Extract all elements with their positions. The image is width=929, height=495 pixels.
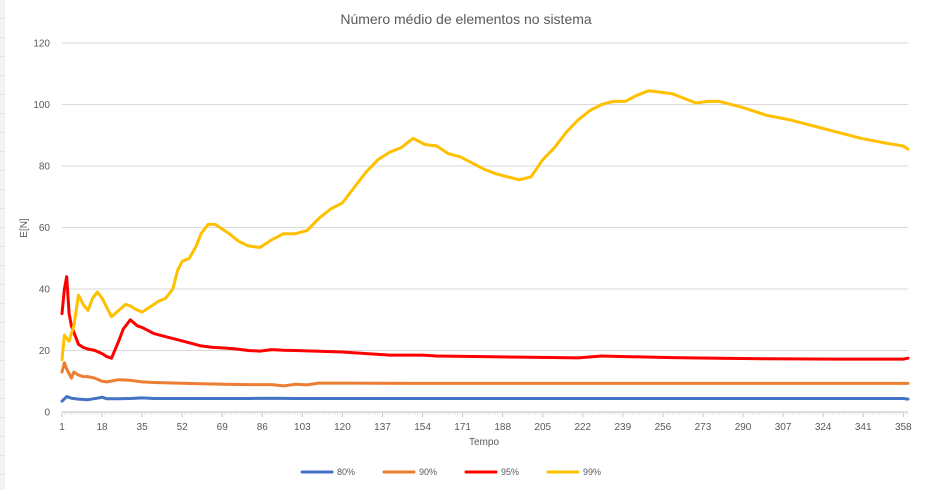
x-tick-label: 154	[414, 422, 431, 433]
x-tick-label: 69	[217, 422, 229, 433]
gridlines	[62, 42, 908, 351]
series-line-90pct	[60, 361, 910, 388]
x-axis-label: Tempo	[469, 437, 499, 448]
x-tick-label: 35	[137, 422, 149, 433]
y-tick-label: 100	[33, 100, 50, 111]
legend-label: 90%	[419, 467, 437, 477]
x-tick-label: 120	[334, 422, 351, 433]
y-axis-label: E[N]	[19, 218, 30, 238]
x-tick-label: 222	[574, 422, 591, 433]
series-line-95pct	[60, 275, 910, 361]
legend: 80% 90% 95% 99%	[300, 467, 601, 477]
x-tick-label: 205	[534, 422, 551, 433]
legend-label: 80%	[337, 467, 355, 477]
chart-title: Número médio de elementos no sistema	[340, 11, 592, 27]
x-tick-label: 256	[655, 422, 672, 433]
axes: 0 20 40 60 80 100 120 1 18 35 52 69 86 103 120 137 154 17…	[33, 39, 912, 434]
legend-label: 99%	[583, 467, 601, 477]
x-tick-label: 188	[494, 422, 511, 433]
y-tick-label: 20	[39, 346, 51, 357]
x-tick-label: 103	[294, 422, 311, 433]
y-tick-label: 80	[39, 162, 51, 173]
legend-label: 95%	[501, 467, 519, 477]
series-lines	[60, 89, 910, 403]
x-tick-label: 239	[615, 422, 632, 433]
series-line-99pct	[60, 89, 910, 362]
x-tick-label: 18	[96, 422, 108, 433]
x-tick-label: 307	[775, 422, 792, 433]
x-tick-label: 341	[855, 422, 872, 433]
x-tick-label: 1	[59, 422, 65, 433]
x-tick-label: 52	[177, 422, 189, 433]
x-tick-label: 86	[257, 422, 269, 433]
x-tick-label: 324	[815, 422, 832, 433]
x-tick-label: 290	[735, 422, 752, 433]
x-tick-label: 358	[895, 422, 912, 433]
y-tick-label: 120	[33, 39, 50, 50]
x-tick-label: 137	[374, 422, 391, 433]
y-tick-label: 40	[39, 285, 51, 296]
x-tick-label: 273	[695, 422, 712, 433]
series-line-80pct	[60, 395, 910, 403]
y-tick-label: 60	[39, 223, 51, 234]
sheet-left-edge	[0, 0, 5, 490]
x-tick-label: 171	[454, 422, 471, 433]
y-tick-label: 0	[44, 408, 50, 419]
